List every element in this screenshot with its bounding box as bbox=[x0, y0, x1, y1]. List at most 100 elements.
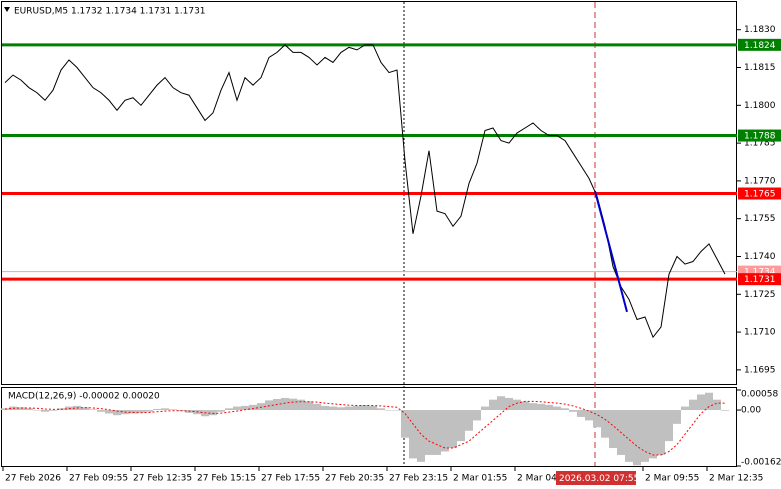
x-tick-label: 27 Feb 23:15 bbox=[389, 474, 448, 484]
level-label: 1.1824 bbox=[744, 41, 776, 51]
x-tick-label: 27 Feb 20:35 bbox=[325, 474, 384, 484]
y-tick-label: 1.1740 bbox=[744, 252, 776, 262]
macd-bar bbox=[633, 410, 641, 466]
macd-bar bbox=[569, 410, 577, 412]
y-tick-label: 1.1785 bbox=[744, 139, 776, 149]
macd-bar bbox=[537, 403, 545, 411]
macd-bar bbox=[353, 405, 361, 411]
macd-bar bbox=[297, 399, 305, 411]
macd-bar bbox=[41, 410, 49, 412]
macd-bar bbox=[465, 410, 473, 431]
macd-tick-label: -0.00162 bbox=[741, 458, 781, 468]
macd-bar bbox=[409, 410, 417, 459]
level-label: 1.1734 bbox=[744, 268, 776, 278]
macd-bar bbox=[705, 392, 713, 411]
macd-bar bbox=[497, 396, 505, 411]
x-tick-label: 27 Feb 12:35 bbox=[133, 474, 192, 484]
macd-bar bbox=[89, 409, 97, 411]
macd-bar bbox=[673, 410, 681, 424]
x-tick-label: 27 Feb 09:55 bbox=[69, 474, 128, 484]
macd-bar bbox=[625, 410, 633, 462]
macd-bar bbox=[473, 410, 481, 421]
x-tick-label: 2 Mar 04:55 bbox=[517, 474, 571, 484]
x-tick-label: 2 Mar 01:55 bbox=[453, 474, 507, 484]
level-label: 1.1765 bbox=[744, 190, 776, 200]
macd-bar bbox=[401, 410, 409, 438]
macd-bar bbox=[25, 408, 33, 411]
y-tick-label: 1.1725 bbox=[744, 290, 776, 300]
macd-bar bbox=[601, 410, 609, 438]
level-label-box bbox=[738, 187, 781, 200]
macd-bar bbox=[345, 406, 353, 411]
cursor-time-box bbox=[556, 471, 636, 485]
macd-tick-label: 0.00 bbox=[741, 406, 761, 416]
y-tick-label: 1.1830 bbox=[744, 25, 776, 35]
macd-bar bbox=[553, 406, 561, 411]
macd-bar bbox=[649, 410, 657, 459]
macd-bar bbox=[417, 410, 425, 462]
macd-signal bbox=[4, 400, 725, 456]
macd-bar bbox=[545, 404, 553, 411]
macd-bar bbox=[361, 405, 369, 411]
macd-bar bbox=[449, 410, 457, 449]
macd-bar bbox=[689, 399, 697, 411]
macd-bar bbox=[169, 409, 177, 411]
y-tick-label: 1.1770 bbox=[744, 176, 776, 186]
macd-bar bbox=[697, 394, 705, 411]
chart-title: EURUSD,M5 1.1732 1.1734 1.1731 1.1731 bbox=[14, 7, 206, 17]
macd-tick-label: 0.00058 bbox=[741, 390, 778, 400]
macd-bar bbox=[505, 397, 513, 411]
y-tick-label: 1.1800 bbox=[744, 101, 776, 111]
macd-bar bbox=[105, 410, 113, 414]
macd-bar bbox=[137, 410, 145, 413]
y-tick-label: 1.1695 bbox=[744, 365, 776, 375]
x-tick-label: 2 Mar 09:55 bbox=[645, 474, 699, 484]
level-label-box bbox=[738, 38, 781, 51]
macd-bar bbox=[377, 408, 385, 411]
macd-bar bbox=[385, 410, 393, 411]
macd-bar bbox=[81, 407, 89, 411]
macd-bar bbox=[33, 410, 41, 411]
macd-bar bbox=[489, 399, 497, 411]
macd-bar bbox=[49, 410, 57, 411]
macd-bar bbox=[641, 410, 649, 462]
y-tick-label: 1.1710 bbox=[744, 328, 776, 338]
macd-bar bbox=[577, 410, 585, 417]
level-label-box bbox=[738, 129, 781, 142]
macd-bar bbox=[217, 410, 225, 412]
macd-bar bbox=[713, 399, 721, 411]
cursor-time: 2026.03.02 07:55 bbox=[559, 474, 639, 484]
macd-bar bbox=[113, 410, 121, 416]
macd-bar bbox=[561, 408, 569, 411]
macd-bar bbox=[17, 407, 25, 411]
macd-bar bbox=[393, 410, 401, 411]
macd-bar bbox=[289, 398, 297, 411]
macd-bar bbox=[425, 410, 433, 455]
macd-bar bbox=[233, 406, 241, 411]
macd-bar bbox=[329, 406, 337, 411]
macd-bar bbox=[1, 408, 9, 411]
macd-bar bbox=[481, 406, 489, 411]
macd-bar bbox=[521, 401, 529, 411]
macd-bar bbox=[593, 410, 601, 428]
level-label: 1.1731 bbox=[744, 275, 776, 285]
macd-bar bbox=[513, 399, 521, 411]
macd-bar bbox=[337, 407, 345, 411]
macd-bar bbox=[281, 397, 289, 411]
title-arrow bbox=[4, 7, 10, 12]
x-tick-label: 2 Mar 12:35 bbox=[709, 474, 763, 484]
macd-bar bbox=[145, 410, 153, 412]
macd-bar bbox=[97, 410, 105, 412]
macd-bar bbox=[257, 403, 265, 411]
macd-bar bbox=[657, 410, 665, 455]
macd-bar bbox=[241, 405, 249, 411]
macd-bar bbox=[433, 410, 441, 455]
macd-bar bbox=[209, 410, 217, 416]
macd-bar bbox=[249, 404, 257, 411]
macd-bar bbox=[529, 403, 537, 411]
macd-bar bbox=[585, 410, 593, 421]
macd-bar bbox=[321, 405, 329, 411]
macd-label: MACD(12,26,9) -0.00002 0.00020 bbox=[8, 392, 160, 402]
